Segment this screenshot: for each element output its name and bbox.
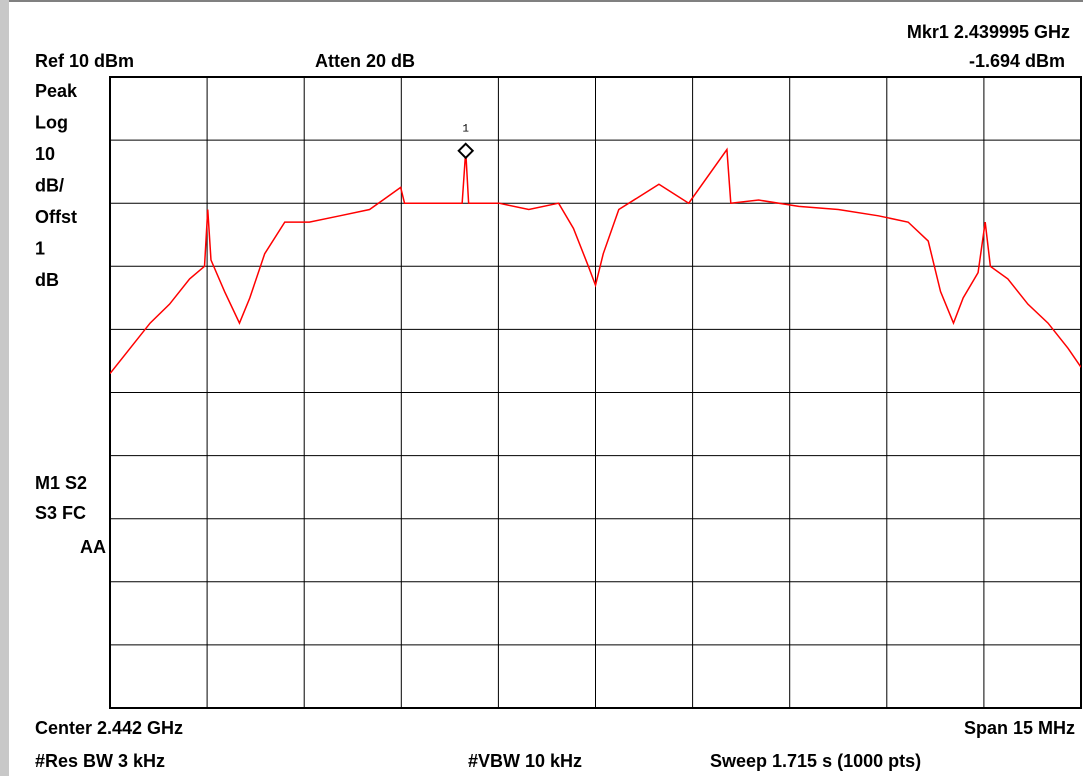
marker-readout: Mkr1 2.439995 GHz [907,22,1070,42]
span: Span 15 MHz [964,718,1075,738]
marker-amplitude: -1.694 dBm [969,51,1065,71]
display-setting: Peak [35,81,78,101]
marker-diamond [457,142,475,160]
video-bandwidth: #VBW 10 kHz [468,751,582,771]
display-setting: Offst [35,207,77,227]
trace [110,147,1081,375]
attenuation: Atten 20 dB [315,51,415,71]
status-line: AA [80,537,106,557]
plot-frame [109,76,1082,709]
status-line: S3 FC [35,503,86,523]
left-border [0,0,9,776]
display-setting: 1 [35,238,45,258]
sweep: Sweep 1.715 s (1000 pts) [710,751,921,771]
top-border [9,0,1083,2]
marker-label: 1 [462,124,469,136]
reference-level: Ref 10 dBm [35,51,134,71]
display-setting: dB/ [35,175,64,195]
center-frequency: Center 2.442 GHz [35,718,183,738]
resolution-bandwidth: #Res BW 3 kHz [35,751,165,771]
status-line: M1 S2 [35,473,87,493]
display-setting: dB [35,270,59,290]
display-setting: Log [35,112,68,132]
display-setting: 10 [35,144,55,164]
